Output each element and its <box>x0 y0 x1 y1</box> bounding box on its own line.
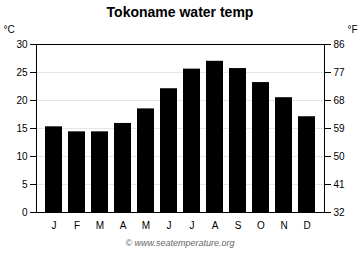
svg-text:59: 59 <box>334 123 346 134</box>
svg-text:15: 15 <box>16 123 28 134</box>
svg-text:J: J <box>52 220 57 231</box>
svg-text:F: F <box>74 220 80 231</box>
svg-text:77: 77 <box>334 67 346 78</box>
svg-text:86: 86 <box>334 39 346 50</box>
svg-text:J: J <box>190 220 195 231</box>
svg-text:°C: °C <box>4 24 15 35</box>
svg-text:5: 5 <box>22 179 28 190</box>
svg-text:41: 41 <box>334 179 346 190</box>
svg-text:68: 68 <box>334 95 346 106</box>
svg-text:N: N <box>280 220 287 231</box>
svg-text:A: A <box>120 220 127 231</box>
svg-text:M: M <box>142 220 150 231</box>
svg-text:°F: °F <box>347 24 357 35</box>
svg-text:32: 32 <box>334 207 346 218</box>
html-text:Tokoname water temp: Tokoname water temp <box>106 4 254 20</box>
svg-text:D: D <box>303 220 310 231</box>
svg-text:20: 20 <box>16 95 28 106</box>
svg-text:O: O <box>257 220 265 231</box>
svg-text:A: A <box>212 220 219 231</box>
svg-text:0: 0 <box>22 207 28 218</box>
svg-text:10: 10 <box>16 151 28 162</box>
svg-text:25: 25 <box>16 67 28 78</box>
svg-text:30: 30 <box>16 39 28 50</box>
svg-text:S: S <box>235 220 242 231</box>
html-text:© www.seatemperature.org: © www.seatemperature.org <box>125 238 235 248</box>
svg-text:J: J <box>167 220 172 231</box>
svg-text:50: 50 <box>334 151 346 162</box>
svg-text:M: M <box>96 220 104 231</box>
